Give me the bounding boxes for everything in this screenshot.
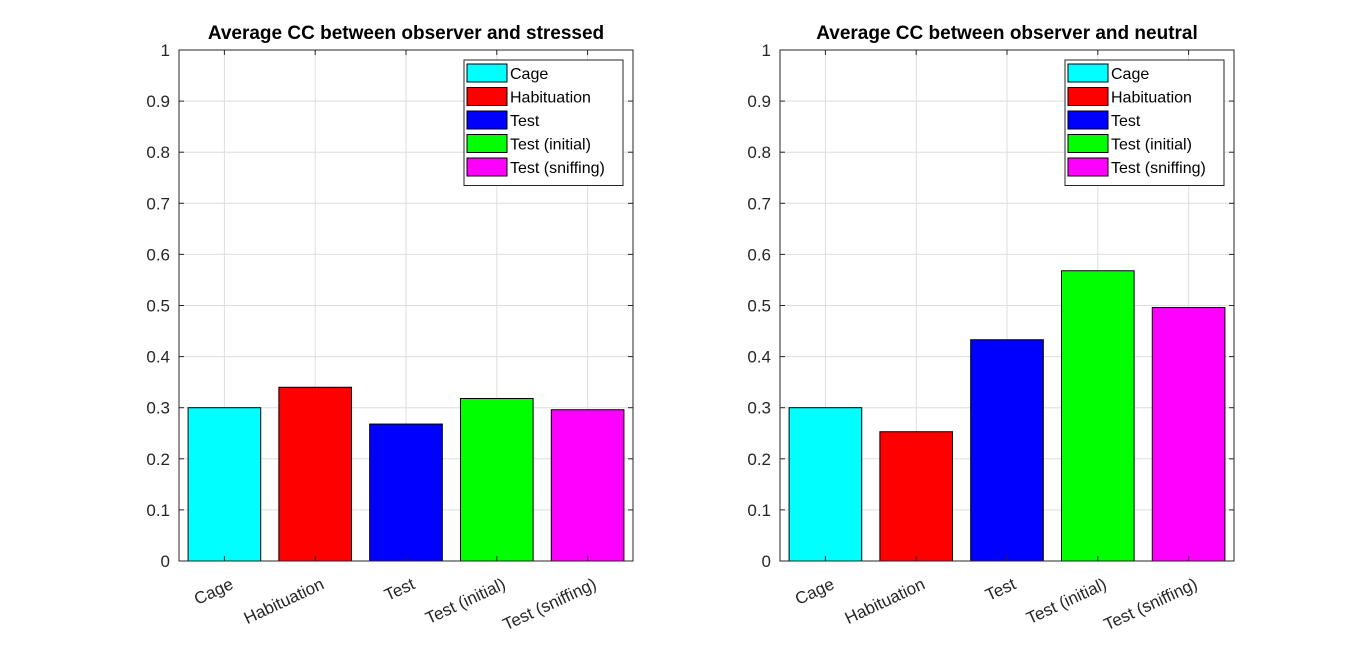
y-tick-label: 0.8 (146, 143, 170, 162)
y-tick-label: 0.7 (747, 194, 771, 213)
y-tick-label: 0.6 (747, 245, 771, 264)
chart-title: Average CC between observer and neutral (816, 23, 1198, 44)
bar-test-sniffing (1151, 307, 1226, 562)
y-tick-label: 0.7 (146, 194, 170, 213)
legend-label: Test (510, 113, 540, 130)
legend-label: Test (1111, 113, 1141, 130)
legend-swatch (1067, 110, 1109, 130)
bar-habituation (278, 386, 353, 562)
x-tick-label: Test (sniffing) (1101, 574, 1200, 634)
legend-swatch (466, 110, 508, 130)
bar-cage (788, 407, 863, 562)
legend-swatch (1067, 87, 1109, 106)
y-tick-label: 0.2 (747, 450, 771, 469)
legend-label: Test (sniffing) (1111, 160, 1206, 177)
legend-label: Test (initial) (510, 137, 591, 154)
legend-label: Test (initial) (1111, 137, 1192, 154)
y-tick-label: 0.8 (747, 143, 771, 162)
y-tick-label: 0.3 (146, 399, 170, 418)
y-tick-label: 0.5 (747, 297, 771, 316)
legend-swatch (1067, 63, 1109, 83)
y-tick-label: 0.4 (146, 348, 170, 367)
legend-swatch (466, 63, 508, 83)
y-tick-label: 0.2 (146, 450, 170, 469)
bar-test-initial (1060, 270, 1135, 562)
x-tick-label: Habituation (241, 574, 327, 628)
x-tick-label: Test (381, 574, 418, 605)
legend: Cage Habituation Test Test (initial) Test (s… (463, 59, 624, 186)
y-tick-label: 0.9 (146, 92, 170, 111)
bar-test (970, 339, 1044, 562)
y-tick-label: 0.6 (146, 245, 170, 264)
y-tick-label: 0.1 (146, 501, 170, 520)
y-tick-label: 1 (762, 41, 771, 60)
bar-test-initial (459, 398, 534, 562)
bar-test (369, 423, 443, 562)
legend-swatch (466, 157, 508, 177)
x-tick-label: Test (982, 574, 1019, 605)
y-tick-label: 0.4 (747, 348, 771, 367)
bar-cage (187, 407, 262, 562)
legend-swatch (1067, 134, 1109, 153)
y-tick-label: 0.1 (747, 501, 771, 520)
x-tick-label: Test (initial) (423, 574, 509, 628)
x-tick-label: Habituation (842, 574, 928, 628)
y-tick-label: 0.3 (747, 399, 771, 418)
legend-swatch (466, 87, 508, 106)
x-tick-label: Cage (191, 574, 236, 608)
legend: Cage Habituation Test Test (initial) Test (s… (1064, 59, 1225, 186)
y-tick-label: 0 (161, 552, 170, 571)
chart-title: Average CC between observer and stressed (208, 23, 604, 44)
y-tick-label: 0 (762, 552, 771, 571)
legend-label: Cage (510, 66, 548, 83)
legend-label: Test (sniffing) (510, 160, 605, 177)
legend-swatch (466, 134, 508, 153)
x-tick-label: Cage (792, 574, 837, 608)
legend-label: Cage (1111, 66, 1149, 83)
y-tick-label: 0.5 (146, 297, 170, 316)
legend-swatch (1067, 157, 1109, 177)
y-tick-label: 0.9 (747, 92, 771, 111)
bar-habituation (879, 431, 954, 562)
bar-test-sniffing (550, 409, 625, 562)
y-tick-label: 1 (161, 41, 170, 60)
legend-label: Habituation (510, 90, 591, 107)
x-tick-label: Test (initial) (1024, 574, 1110, 628)
legend-label: Habituation (1111, 90, 1192, 107)
x-tick-label: Test (sniffing) (500, 574, 599, 634)
